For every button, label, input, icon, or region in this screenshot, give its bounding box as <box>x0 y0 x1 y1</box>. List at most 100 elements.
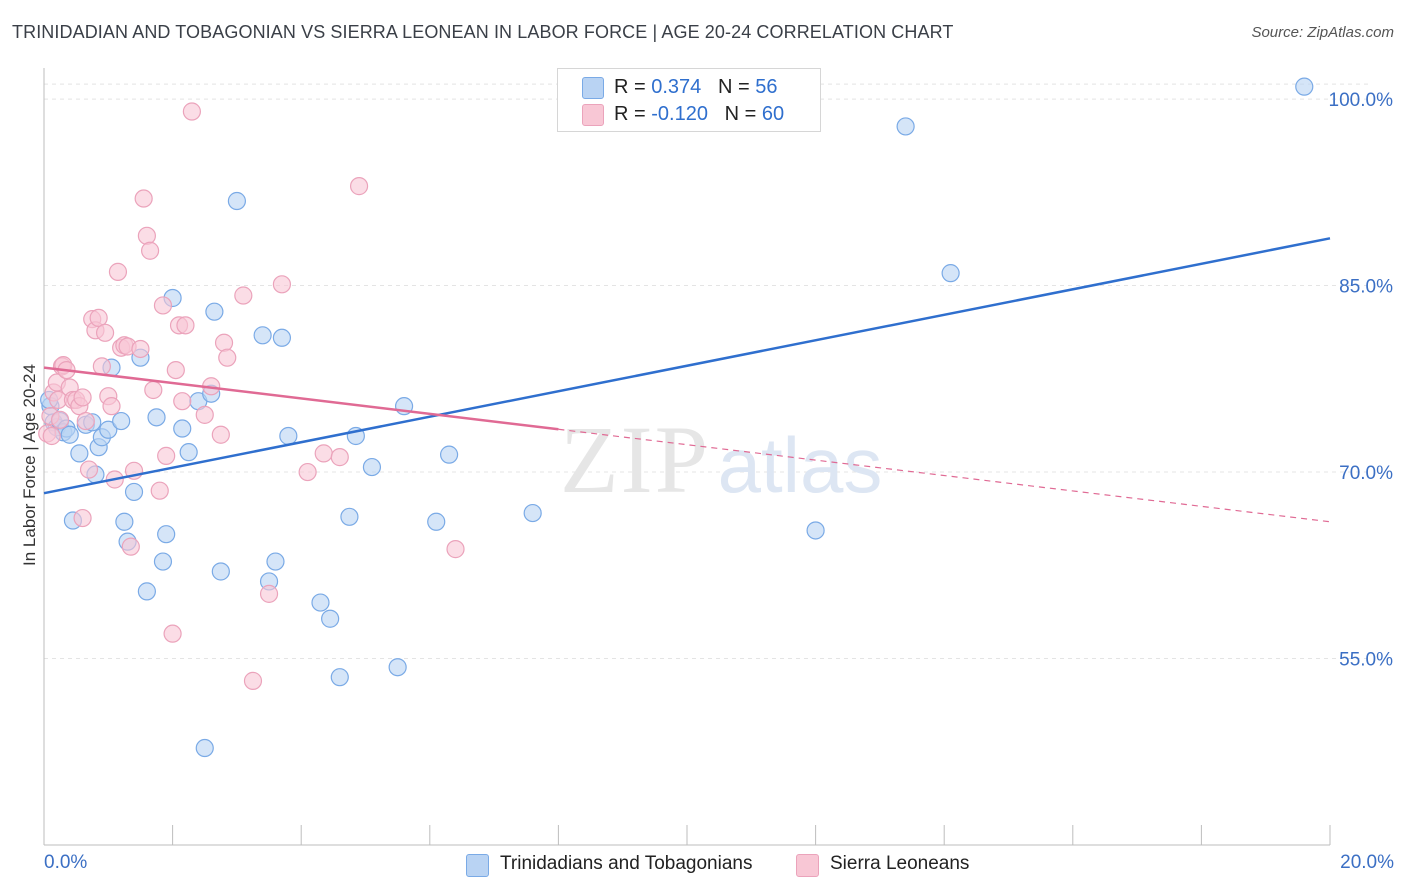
point-sierra-leonean <box>157 446 176 465</box>
point-trinidadian <box>311 593 330 612</box>
point-sierra-leonean <box>131 339 150 359</box>
point-trinidadian <box>439 445 459 464</box>
point-trinidadian <box>362 457 382 477</box>
point-trinidadian <box>137 582 156 601</box>
point-trinidadian <box>941 264 960 283</box>
point-trinidadian <box>1295 77 1314 96</box>
point-trinidadian <box>279 426 298 446</box>
point-trinidadian <box>896 117 915 136</box>
watermark: ZIP atlas <box>560 406 882 513</box>
point-sierra-leonean <box>166 360 185 380</box>
y-tick-labels: 55.0% 70.0% 85.0% 100.0% <box>1329 90 1394 670</box>
bottom-legend-swatch-sierra-leonean <box>796 854 819 877</box>
point-sierra-leonean <box>218 348 237 367</box>
point-sierra-leonean <box>134 189 153 208</box>
point-trinidadian <box>195 738 214 758</box>
point-sierra-leonean <box>140 241 160 260</box>
point-trinidadian <box>147 408 166 427</box>
correlation-legend: R = 0.374 N = 56 R = -0.120 N = 60 <box>557 68 821 132</box>
trend-line-sierra-leonean <box>43 366 559 431</box>
point-sierra-leonean <box>330 448 349 467</box>
watermark-zip: ZIP <box>560 406 710 513</box>
axes <box>43 68 1331 846</box>
point-trinidadian <box>205 302 224 321</box>
point-sierra-leonean <box>102 397 121 416</box>
point-sierra-leonean <box>150 481 169 500</box>
chart-title: TRINIDADIAN AND TOBAGONIAN VS SIERRA LEO… <box>12 22 954 42</box>
point-trinidadian <box>427 512 446 531</box>
point-trinidadian <box>523 503 542 523</box>
point-sierra-leonean <box>182 102 201 121</box>
point-sierra-leonean <box>163 624 182 643</box>
point-trinidadian <box>99 420 118 439</box>
y-tick-label: 100.0% <box>1329 90 1394 111</box>
point-trinidadian <box>153 552 173 571</box>
grid-lines <box>44 83 1370 660</box>
point-sierra-leonean <box>108 262 128 281</box>
trend-line-sierra-leonean-dashed <box>558 428 1331 523</box>
legend-n-sierra-leonean: 60 <box>761 103 785 125</box>
point-trinidadian <box>266 552 285 571</box>
point-sierra-leonean <box>153 296 173 315</box>
point-sierra-leonean <box>298 462 317 482</box>
point-trinidadian <box>179 443 198 462</box>
point-trinidadian <box>253 326 272 345</box>
point-sierra-leonean <box>349 177 369 196</box>
point-trinidadian <box>388 658 407 677</box>
point-sierra-leonean <box>214 333 234 352</box>
y-tick-label: 55.0% <box>1339 650 1393 671</box>
point-sierra-leonean <box>195 405 214 424</box>
point-trinidadian <box>60 425 79 444</box>
point-trinidadian <box>124 482 144 502</box>
point-sierra-leonean <box>234 286 253 305</box>
point-sierra-leonean <box>144 380 163 400</box>
bottom-legend-swatch-trinidadian <box>466 854 489 877</box>
point-sierra-leonean <box>76 411 95 431</box>
point-sierra-leonean <box>243 671 263 690</box>
x-tick-label-min: 0.0% <box>44 852 88 873</box>
point-sierra-leonean <box>259 584 279 603</box>
legend-swatch-trinidadian <box>582 77 604 99</box>
point-sierra-leonean <box>211 425 230 444</box>
point-sierra-leonean <box>272 275 292 294</box>
point-trinidadian <box>340 507 359 526</box>
trend-line-trinidadian <box>43 237 1331 495</box>
point-sierra-leonean <box>314 444 333 463</box>
y-tick-label: 70.0% <box>1339 463 1393 484</box>
bottom-legend-label-trinidadian: Trinidadians and Tobagonians <box>500 853 753 874</box>
legend-n-trinidadian: 56 <box>755 76 778 98</box>
point-sierra-leonean <box>42 426 61 446</box>
point-sierra-leonean <box>92 357 111 376</box>
legend-r-sierra-leonean: -0.120 <box>651 103 708 125</box>
point-sierra-leonean <box>176 316 195 335</box>
point-sierra-leonean <box>73 508 92 528</box>
legend-swatch-sierra-leonean <box>582 104 604 126</box>
legend-stats-sierra-leonean: R = -0.120 N = 60 <box>614 103 785 125</box>
point-trinidadian <box>112 411 131 431</box>
point-trinidadian <box>806 521 825 540</box>
point-sierra-leonean <box>79 460 99 479</box>
trend-lines <box>43 237 1331 523</box>
point-sierra-leonean <box>121 537 140 556</box>
point-trinidadian <box>173 419 192 438</box>
point-sierra-leonean <box>95 323 115 342</box>
legend-stats-trinidadian: R = 0.374 N = 56 <box>614 76 778 98</box>
point-trinidadian <box>330 668 349 687</box>
point-sierra-leonean <box>73 388 92 407</box>
point-sierra-leonean <box>173 392 192 411</box>
point-trinidadian <box>227 191 246 211</box>
y-tick-label: 85.0% <box>1339 277 1393 298</box>
point-trinidadian <box>211 562 230 581</box>
bottom-legend-label-sierra-leonean: Sierra Leoneans <box>830 853 970 874</box>
source-label: Source: ZipAtlas.com <box>1251 24 1394 41</box>
point-trinidadian <box>321 609 340 628</box>
x-tick-label-max: 20.0% <box>1340 852 1394 873</box>
point-sierra-leonean <box>50 410 70 429</box>
point-trinidadian <box>70 444 89 463</box>
point-trinidadian <box>272 328 292 347</box>
point-sierra-leonean <box>446 540 465 559</box>
legend-r-trinidadian: 0.374 <box>651 76 702 98</box>
point-trinidadian <box>115 512 134 531</box>
point-sierra-leonean <box>137 226 156 245</box>
